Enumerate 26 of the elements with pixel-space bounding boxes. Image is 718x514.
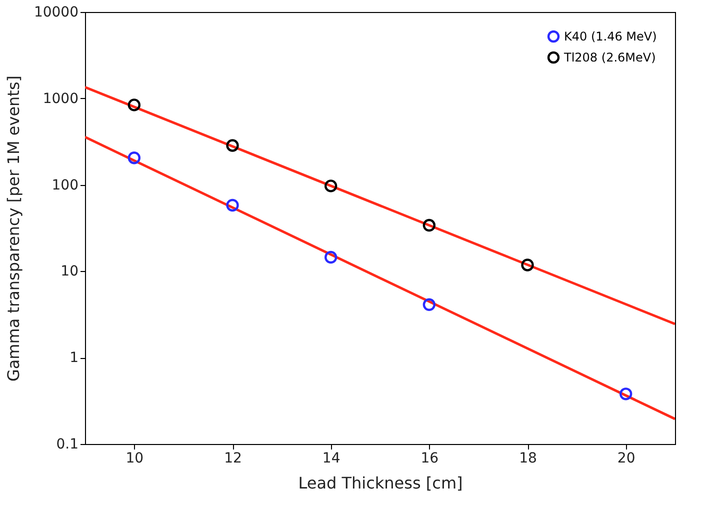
x-tick-label: 10	[126, 450, 144, 466]
point	[422, 218, 436, 232]
x-tick-label: 16	[420, 450, 439, 466]
legend-label: Tl208 (2.6MeV)	[563, 50, 656, 64]
x-axis-title: Lead Thickness [cm]	[298, 474, 463, 492]
point	[422, 298, 436, 311]
y-tick-label: 1	[70, 350, 78, 366]
x-tick-label: 18	[519, 450, 537, 466]
point	[128, 152, 141, 164]
y-tick-label: 10000	[34, 4, 78, 20]
legend-label: K40 (1.46 MeV)	[564, 30, 657, 44]
x-tick-label: 20	[617, 450, 636, 466]
point	[226, 198, 239, 212]
point	[324, 180, 338, 192]
x-tick-label: 14	[322, 450, 340, 466]
x-tick-label: 12	[224, 450, 242, 466]
y-tick-label: 1000	[42, 90, 78, 107]
point	[128, 98, 141, 112]
point	[521, 258, 534, 272]
y-tick-label: 0.1	[56, 436, 78, 452]
y-tick-label: 100	[52, 177, 78, 194]
point	[324, 250, 338, 264]
y-axis-title: Gamma transparency [per 1M events]	[4, 75, 23, 382]
point	[226, 139, 239, 152]
y-tick-label: 10	[60, 264, 78, 280]
point	[619, 388, 632, 400]
